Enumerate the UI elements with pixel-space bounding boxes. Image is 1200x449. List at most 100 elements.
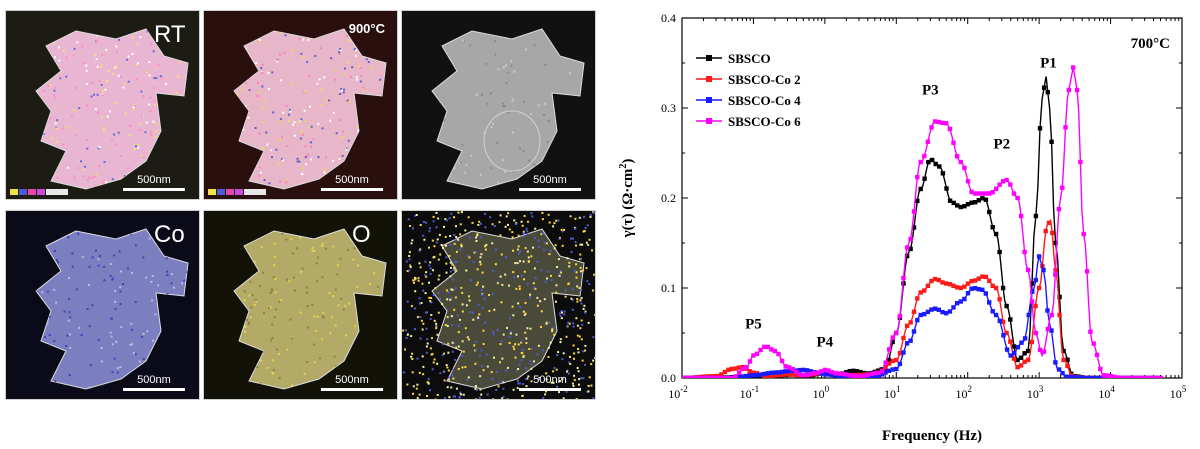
x-tick-label: 10-2 <box>668 384 688 401</box>
data-point <box>722 375 727 378</box>
data-point <box>1158 375 1163 378</box>
data-point <box>783 364 788 369</box>
data-point <box>1043 228 1048 234</box>
data-point <box>883 360 888 365</box>
data-point <box>1018 213 1024 219</box>
data-point <box>993 285 999 291</box>
legend-marker <box>706 55 712 61</box>
data-point <box>786 368 791 374</box>
data-point <box>719 372 724 377</box>
data-point <box>915 175 920 180</box>
data-point <box>1081 231 1086 237</box>
data-point <box>1112 374 1117 378</box>
data-point <box>932 306 938 311</box>
y-tick-label: 0.0 <box>661 371 676 385</box>
data-point <box>1060 185 1065 190</box>
data-point <box>754 372 760 378</box>
data-point <box>926 159 931 165</box>
data-point <box>883 370 888 375</box>
data-point <box>1000 285 1006 291</box>
data-point <box>876 373 881 378</box>
data-point <box>837 373 842 378</box>
data-point <box>715 375 720 378</box>
x-tick-label: 103 <box>1027 384 1044 401</box>
data-point <box>1041 349 1047 354</box>
data-point <box>740 374 745 378</box>
peak-label: P4 <box>817 335 834 351</box>
scale-bar <box>519 188 581 191</box>
data-point <box>997 249 1002 255</box>
data-point <box>779 369 785 375</box>
element-color-key <box>208 189 266 195</box>
data-point <box>965 202 971 207</box>
data-point <box>858 373 863 378</box>
data-point <box>880 369 885 374</box>
data-point <box>751 373 756 378</box>
data-point <box>1011 344 1017 349</box>
data-point <box>1088 329 1093 334</box>
data-point <box>1094 352 1100 358</box>
data-point <box>1056 207 1062 212</box>
data-point <box>944 186 949 191</box>
data-point <box>1154 375 1160 378</box>
data-point <box>1151 375 1156 378</box>
data-point <box>779 372 785 377</box>
data-point <box>729 375 735 378</box>
data-point <box>854 374 860 378</box>
series-markers <box>682 85 1163 378</box>
data-point <box>808 369 813 374</box>
data-point <box>908 236 913 242</box>
legend-label: SBSCO-Co 4 <box>728 93 801 108</box>
data-point <box>969 200 974 205</box>
data-point <box>1018 363 1024 368</box>
data-point <box>983 191 988 196</box>
data-point <box>1008 317 1013 322</box>
data-point <box>1029 299 1035 304</box>
scale-bar-label: 500nm <box>533 174 567 186</box>
data-point <box>826 368 831 373</box>
data-point <box>976 191 981 196</box>
data-point <box>812 370 817 376</box>
data-point <box>929 125 934 130</box>
data-point <box>932 276 938 282</box>
data-point <box>886 368 892 373</box>
data-point <box>872 374 877 378</box>
data-point <box>1101 373 1106 378</box>
data-point <box>901 335 906 341</box>
x-tick-label: 101 <box>884 384 901 401</box>
data-point <box>936 277 941 283</box>
data-point <box>769 370 774 375</box>
data-point <box>973 278 978 283</box>
peak-label: P5 <box>745 317 762 333</box>
data-point <box>983 274 989 280</box>
data-point <box>1033 277 1038 283</box>
data-point <box>719 375 724 378</box>
data-point <box>951 283 956 288</box>
data-point <box>1004 303 1009 309</box>
data-point <box>947 198 953 203</box>
data-point <box>962 284 967 289</box>
data-point <box>690 375 695 378</box>
data-point <box>1115 375 1120 378</box>
data-point <box>962 204 967 209</box>
data-point <box>726 375 731 378</box>
data-point <box>869 371 874 377</box>
data-point <box>911 329 917 334</box>
data-point <box>908 338 913 343</box>
data-point <box>1095 375 1101 378</box>
data-point <box>833 371 838 376</box>
data-point <box>1053 240 1058 246</box>
data-point <box>954 301 960 306</box>
data-point <box>1049 328 1054 333</box>
data-point <box>801 367 806 373</box>
data-point <box>682 375 685 378</box>
data-point <box>951 140 956 145</box>
data-point <box>704 375 710 378</box>
data-point <box>1074 375 1079 378</box>
y-tick-label: 0.3 <box>661 101 676 115</box>
data-point <box>997 318 1002 324</box>
data-point <box>887 347 892 352</box>
data-point <box>1011 191 1017 196</box>
data-point <box>915 296 920 301</box>
drt-chart: 10-2 10-1 100 101 102 103 104 105 0.0 0.1 0.2 0.3 0.… <box>610 0 1200 449</box>
